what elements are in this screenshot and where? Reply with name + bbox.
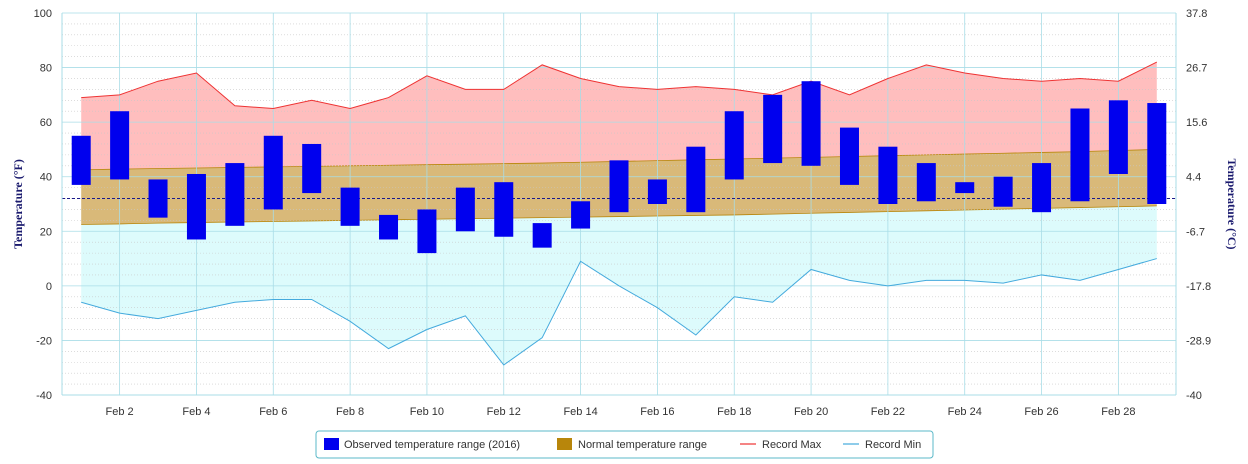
y-right-tick-label: 4.4 <box>1186 172 1201 184</box>
y-left-tick-label: 100 <box>34 8 52 20</box>
observed-bar <box>571 201 591 229</box>
observed-bar <box>455 187 475 232</box>
x-tick-label: Feb 22 <box>871 406 905 418</box>
y-right-tick-label: -17.8 <box>1186 281 1211 293</box>
left-axis-ticks: 100 80 60 40 20 0 -20 -40 <box>34 8 52 402</box>
observed-bar <box>110 111 130 180</box>
y-left-tick-label: -20 <box>36 335 52 347</box>
x-tick-label: Feb 16 <box>640 406 674 418</box>
x-tick-label: Feb 26 <box>1024 406 1058 418</box>
observed-bar <box>71 135 91 185</box>
observed-bar <box>263 135 283 210</box>
x-tick-label: Feb 2 <box>106 406 134 418</box>
x-tick-label: Feb 24 <box>948 406 982 418</box>
observed-bar <box>763 94 783 164</box>
observed-bar <box>955 182 975 194</box>
x-tick-label: Feb 6 <box>259 406 287 418</box>
x-tick-label: Feb 8 <box>336 406 364 418</box>
observed-bar <box>1070 108 1090 202</box>
observed-bar <box>225 163 245 226</box>
x-tick-label: Feb 20 <box>794 406 828 418</box>
observed-range-bars <box>71 81 1167 254</box>
record-max-line <box>81 61 1158 110</box>
y-left-tick-label: 40 <box>40 172 52 184</box>
y-left-tick-label: 0 <box>46 281 52 293</box>
y-left-tick-label: 80 <box>40 63 52 75</box>
y-left-tick-label: -40 <box>36 390 52 402</box>
observed-bar <box>417 209 437 254</box>
x-tick-label: Feb 12 <box>487 406 521 418</box>
observed-bar <box>532 223 552 248</box>
x-tick-label: Feb 18 <box>717 406 751 418</box>
observed-bar <box>801 81 821 166</box>
legend-label-observed[interactable]: Observed temperature range (2016) <box>344 439 520 451</box>
axes <box>61 13 1177 396</box>
y-right-tick-label: 37.8 <box>1186 8 1207 20</box>
legend-swatch-observed[interactable] <box>324 438 339 450</box>
y-right-axis-title: Temperature (°C) <box>1225 158 1239 249</box>
observed-bar <box>186 173 206 240</box>
legend-label-record-max[interactable]: Record Max <box>762 439 822 451</box>
observed-bar <box>647 179 667 204</box>
record-min-line <box>81 258 1157 366</box>
x-tick-label: Feb 4 <box>182 406 210 418</box>
y-left-axis-title: Temperature (°F) <box>11 159 25 249</box>
observed-bar <box>379 214 399 240</box>
observed-bar <box>916 163 936 202</box>
observed-bar <box>340 187 360 226</box>
y-left-tick-label: 60 <box>40 117 52 129</box>
x-axis-ticks: Feb 2 Feb 4 Feb 6 Feb 8 Feb 10 Feb 12 Feb 14 Fe… <box>106 406 1136 418</box>
y-left-tick-label: 20 <box>40 226 52 238</box>
y-right-tick-label: -6.7 <box>1186 226 1205 238</box>
legend-box <box>315 430 934 459</box>
legend-swatch-normal[interactable] <box>557 438 572 450</box>
observed-bar <box>839 127 859 185</box>
observed-bar <box>878 146 898 204</box>
y-right-tick-label: 15.6 <box>1186 117 1207 129</box>
observed-bar <box>686 146 706 213</box>
legend-label-record-min[interactable]: Record Min <box>865 439 921 451</box>
observed-bar <box>1147 103 1167 204</box>
y-right-tick-label: 26.7 <box>1186 63 1207 75</box>
y-right-tick-label: -28.9 <box>1186 335 1211 347</box>
y-right-tick-label: -40 <box>1186 390 1202 402</box>
observed-bar <box>609 160 629 213</box>
observed-bar <box>1032 163 1052 213</box>
observed-bar <box>148 179 168 218</box>
observed-bar <box>993 176 1013 207</box>
observed-bar <box>1108 100 1128 174</box>
right-axis-ticks: 37.8 26.7 15.6 4.4 -6.7 -17.8 -28.9 -40 <box>1186 8 1211 402</box>
observed-bar <box>302 143 322 194</box>
legend: Observed temperature range (2016) Normal… <box>315 430 934 459</box>
legend-label-normal[interactable]: Normal temperature range <box>578 439 707 451</box>
x-tick-label: Feb 28 <box>1101 406 1135 418</box>
observed-bar <box>494 182 514 237</box>
x-tick-label: Feb 10 <box>410 406 444 418</box>
record-lines <box>81 61 1158 366</box>
observed-bar <box>724 111 744 180</box>
x-tick-label: Feb 14 <box>563 406 597 418</box>
